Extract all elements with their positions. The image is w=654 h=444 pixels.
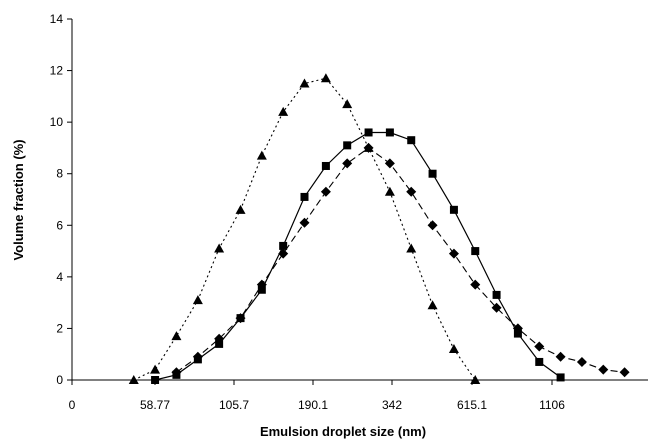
data-point-square xyxy=(385,128,394,137)
data-point-diamond xyxy=(555,351,566,362)
data-point-diamond xyxy=(214,333,225,344)
data-point-diamond xyxy=(427,220,438,231)
data-point-triangle xyxy=(278,106,289,116)
data-point-diamond xyxy=(534,341,545,352)
data-point-triangle xyxy=(235,204,246,214)
data-point-triangle xyxy=(192,295,203,305)
y-ticks: 0 2 4 6 8 10 12 14 xyxy=(50,12,72,387)
data-point-diamond xyxy=(342,158,353,169)
series-line-triangle xyxy=(133,77,476,381)
data-point-triangle xyxy=(299,78,310,88)
data-point-diamond xyxy=(278,248,289,259)
data-point-square xyxy=(364,128,373,137)
data-point-diamond xyxy=(320,186,331,197)
data-point-diamond xyxy=(491,302,502,313)
data-point-diamond xyxy=(363,142,374,153)
data-point-square xyxy=(279,241,288,250)
data-point-diamond xyxy=(256,279,267,290)
data-point-square xyxy=(535,357,544,366)
series-line-diamond xyxy=(176,147,625,373)
data-point-square xyxy=(407,136,416,145)
data-point-square xyxy=(321,161,330,170)
data-point-square xyxy=(257,285,266,294)
data-point-triangle xyxy=(171,331,182,341)
data-point-triangle xyxy=(406,243,417,253)
y-tick-label: 10 xyxy=(50,115,64,129)
data-point-square xyxy=(449,205,458,214)
data-point-triangle xyxy=(470,375,481,384)
data-point-square xyxy=(215,339,224,348)
data-point-diamond xyxy=(299,217,310,228)
y-tick-label: 4 xyxy=(56,270,63,284)
y-tick-label: 2 xyxy=(56,321,63,335)
data-point-diamond xyxy=(448,248,459,259)
y-axis-title: Volume fraction (%) xyxy=(11,139,26,260)
data-point-square xyxy=(492,290,501,299)
x-tick-label: 190.1 xyxy=(298,398,328,412)
data-point-square xyxy=(151,376,160,384)
y-tick-label: 8 xyxy=(56,167,63,181)
data-point-square xyxy=(556,373,565,382)
data-point-diamond xyxy=(235,313,246,324)
data-point-triangle xyxy=(342,99,353,109)
data-point-triangle xyxy=(256,150,267,160)
x-tick-label: 0 xyxy=(69,398,76,412)
y-tick-label: 12 xyxy=(50,64,64,78)
series-diamond xyxy=(171,142,630,378)
data-point-square xyxy=(471,247,480,256)
x-tick-label: 342 xyxy=(382,398,402,412)
data-point-square xyxy=(428,169,437,178)
data-point-triangle xyxy=(384,186,395,196)
data-point-square xyxy=(343,141,352,150)
data-point-triangle xyxy=(128,375,139,384)
series-triangle xyxy=(128,73,481,384)
data-point-diamond xyxy=(512,323,523,334)
y-tick-label: 0 xyxy=(56,373,63,387)
data-point-diamond xyxy=(619,367,630,378)
x-ticks: 0 58.77 105.7 190.1 342 615.1 1106 xyxy=(69,380,565,412)
y-tick-label: 6 xyxy=(56,218,63,232)
data-point-diamond xyxy=(384,158,395,169)
y-tick-label: 14 xyxy=(50,12,64,26)
data-point-triangle xyxy=(448,344,459,354)
x-tick-label: 615.1 xyxy=(457,398,487,412)
data-point-diamond xyxy=(406,186,417,197)
series-square xyxy=(151,128,565,384)
data-point-diamond xyxy=(598,364,609,375)
x-tick-label: 105.7 xyxy=(219,398,249,412)
x-axis-title: Emulsion droplet size (nm) xyxy=(260,424,426,439)
x-tick-label: 1106 xyxy=(539,398,565,412)
data-point-triangle xyxy=(427,300,438,310)
data-point-diamond xyxy=(576,356,587,367)
data-point-diamond xyxy=(171,367,182,378)
data-point-triangle xyxy=(320,73,331,83)
data-point-diamond xyxy=(192,351,203,362)
series-layer xyxy=(128,73,630,384)
data-point-diamond xyxy=(470,279,481,290)
data-point-square xyxy=(513,329,522,338)
x-tick-label: 58.77 xyxy=(140,398,170,412)
data-point-triangle xyxy=(150,364,161,374)
data-point-square xyxy=(300,192,309,201)
data-point-triangle xyxy=(214,243,225,253)
